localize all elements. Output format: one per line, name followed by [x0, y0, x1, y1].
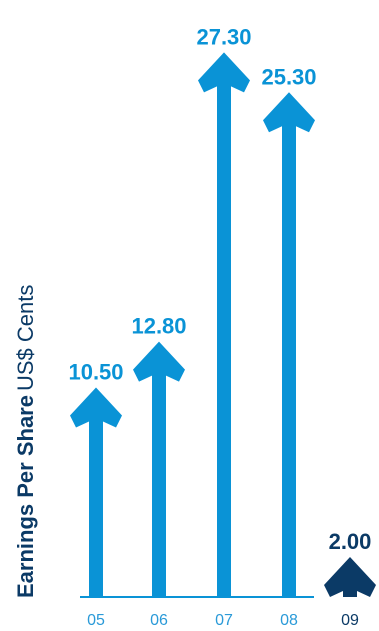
value-label-07: 27.30 — [196, 24, 251, 49]
x-tick-label-09: 09 — [341, 612, 359, 629]
y-axis-label-unit: US$ Cents — [13, 285, 38, 391]
bar-arrow-06 — [133, 341, 185, 597]
value-labels-group: 10.50 12.80 27.30 25.30 2.00 — [68, 24, 371, 554]
tick-labels-group: 05 06 07 08 09 — [87, 612, 359, 629]
value-label-05: 10.50 — [68, 360, 123, 385]
x-tick-label-06: 06 — [150, 612, 168, 629]
x-tick-label-08: 08 — [280, 612, 298, 629]
bar-arrow-07 — [198, 52, 250, 598]
bar-arrow-05 — [70, 387, 122, 597]
bar-arrow-09 — [324, 557, 376, 597]
value-label-06: 12.80 — [131, 314, 186, 339]
bar-arrow-08 — [263, 92, 315, 597]
y-axis-label-text: Earnings Per Share US$ Cents — [13, 285, 38, 598]
x-tick-label-05: 05 — [87, 612, 105, 629]
bars-group — [70, 52, 376, 598]
y-axis-label: Earnings Per Share US$ Cents — [13, 285, 38, 598]
y-axis-label-bold: Earnings Per Share — [13, 395, 38, 598]
value-label-09: 2.00 — [329, 529, 372, 554]
x-tick-label-07: 07 — [215, 612, 233, 629]
value-label-08: 25.30 — [261, 64, 316, 89]
